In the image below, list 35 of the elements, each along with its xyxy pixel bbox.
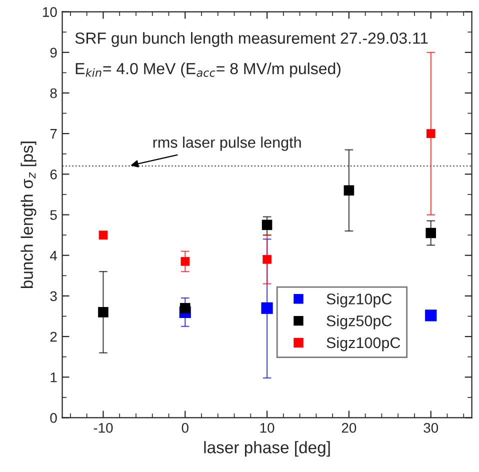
point	[180, 257, 190, 266]
y-tick-label: 8	[50, 88, 57, 98]
y-tick-label: 7	[50, 129, 57, 139]
legend-label: Sigz10pC	[326, 293, 392, 308]
point	[426, 129, 436, 138]
annotation: E$_{kin}$= 4.0 MeV (E$_{acc}$= 8 MV/m pulsed)	[76, 62, 340, 78]
x-axis-title: laser phase [deg]	[204, 441, 330, 457]
y-tick-label: 10	[43, 7, 57, 17]
legend-label: Sigz100pC	[326, 336, 400, 352]
point	[261, 302, 273, 314]
annotation: SRF gun bunch length measurement 27.-29.03.11	[75, 32, 428, 47]
legend-label: Sigz50pC	[326, 315, 392, 330]
y-tick-label: 6	[50, 170, 57, 180]
point	[98, 307, 108, 318]
y-tick-label: 3	[50, 291, 57, 302]
point	[262, 255, 272, 264]
point	[180, 302, 190, 314]
ref-line-label: rms laser pulse length	[153, 136, 301, 151]
y-tick-label: 2	[50, 332, 57, 342]
point	[344, 185, 354, 196]
x-tick-label: 10	[260, 422, 274, 433]
y-tick-label: 5	[50, 210, 57, 220]
point	[425, 310, 437, 322]
point	[262, 220, 272, 230]
y-tick-label: 4	[50, 250, 58, 260]
x-tick-label: 0	[182, 422, 188, 433]
y-tick-label: 0	[50, 413, 57, 423]
x-tick-label: -10	[94, 422, 113, 433]
x-tick-label: 20	[342, 422, 356, 433]
point	[426, 228, 436, 238]
x-tick-label: 30	[424, 422, 438, 433]
y-tick-label: 9	[50, 48, 57, 58]
y-tick-label: 1	[50, 372, 57, 382]
y-axis-title: bunch length σ$_{z}$ [ps]	[20, 142, 36, 288]
point	[98, 230, 108, 240]
